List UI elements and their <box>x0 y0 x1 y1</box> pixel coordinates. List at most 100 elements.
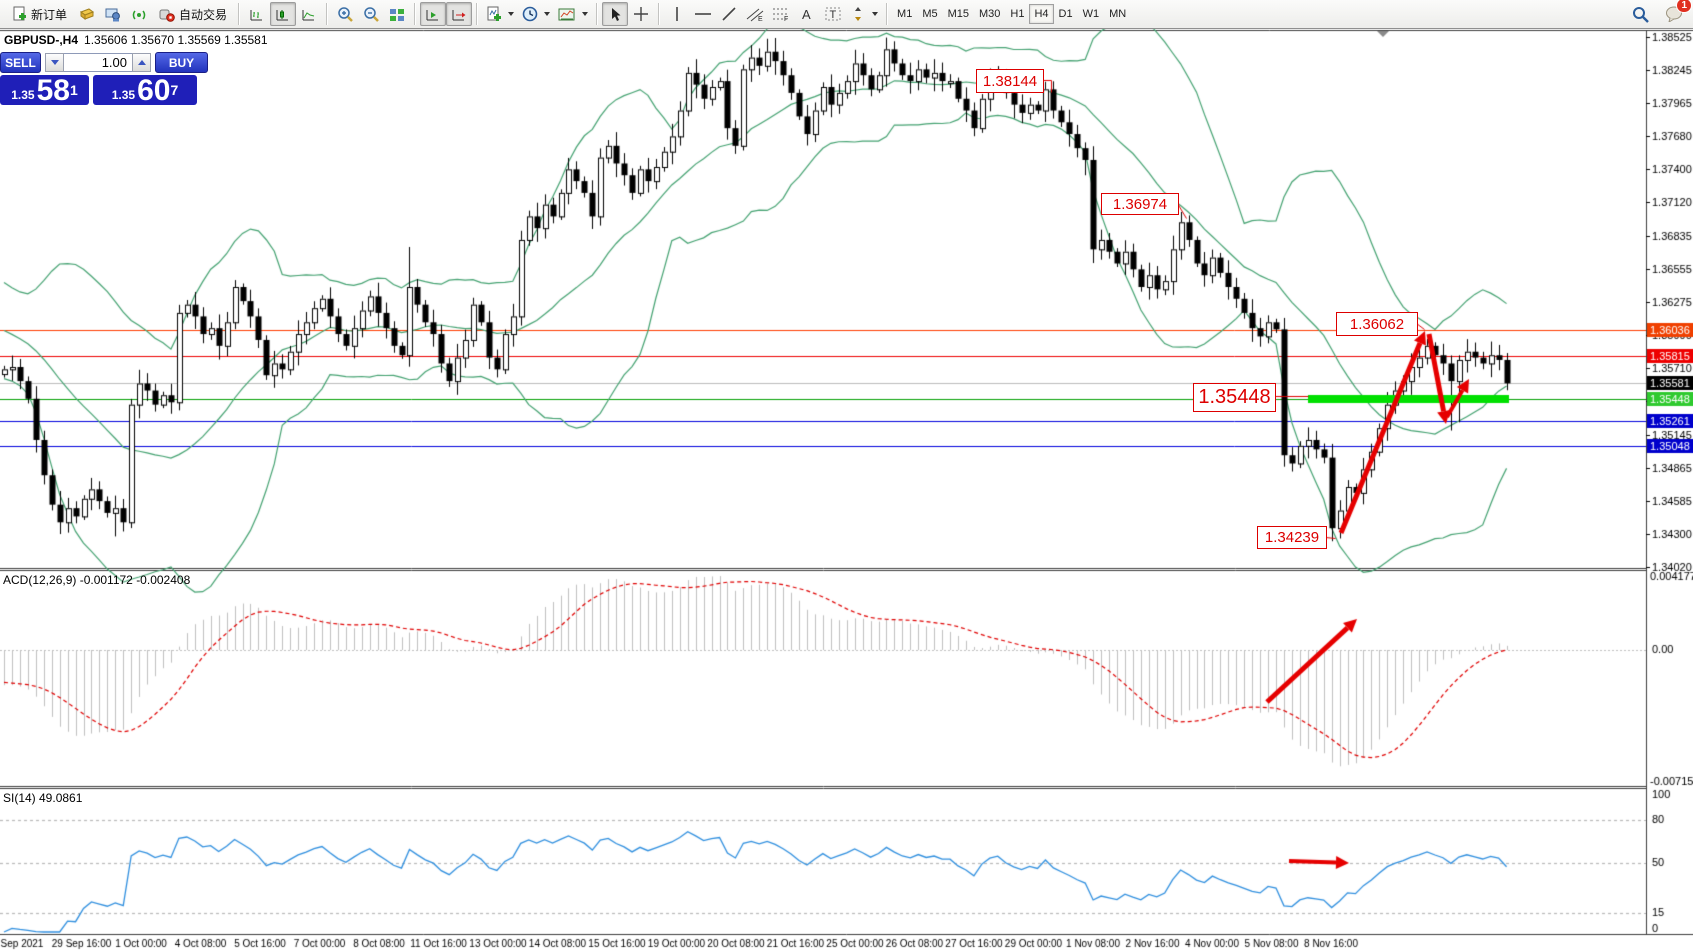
sell-price-prefix: 1.35 <box>11 88 35 102</box>
bar-chart-icon <box>250 9 263 20</box>
price-annotation[interactable]: 1.38144 <box>976 69 1044 93</box>
volume-decrease-button[interactable] <box>45 53 64 72</box>
sell-button[interactable]: SELL <box>0 52 41 73</box>
chart-shift-icon <box>452 9 466 20</box>
price-annotation[interactable]: 1.36062 <box>1336 312 1418 336</box>
tile-windows-icon <box>390 8 405 21</box>
periods-caret-icon <box>544 12 551 16</box>
timeframe-m30[interactable]: M30 <box>979 8 1001 20</box>
text-label-icon: T <box>825 7 841 21</box>
text-a-icon: A <box>802 7 811 22</box>
toolbar-separator <box>414 3 417 25</box>
trendline-tool-button[interactable] <box>716 2 742 26</box>
data-window-icon <box>79 8 95 20</box>
horizontal-line-tool-button[interactable] <box>690 2 716 26</box>
line-chart-button[interactable] <box>296 2 322 26</box>
tile-windows-button[interactable] <box>384 2 410 26</box>
spinner-down-icon <box>50 60 59 65</box>
auto-trading-button[interactable]: 自动交易 <box>152 2 234 26</box>
arrow-shapes-icon <box>855 7 862 21</box>
price-annotation[interactable]: 1.34239 <box>1257 526 1327 549</box>
new-order-icon <box>13 6 26 21</box>
toolbar-separator <box>886 3 889 25</box>
toolbar-separator <box>658 3 661 25</box>
chart-shift-button[interactable] <box>446 2 473 26</box>
zoom-out-button[interactable] <box>358 2 384 26</box>
volume-input[interactable] <box>64 53 132 72</box>
indicators-icon <box>487 6 502 21</box>
crosshair-icon <box>634 7 649 21</box>
crosshair-tool-button[interactable] <box>628 2 654 26</box>
auto-trading-label: 自动交易 <box>179 7 228 22</box>
channel-tool-button[interactable]: E <box>742 2 768 26</box>
label-tool-button[interactable]: T <box>820 2 846 26</box>
spinner-up-icon <box>137 60 146 65</box>
fibonacci-icon: F <box>773 8 788 22</box>
buy-price-big: 60 <box>137 74 171 107</box>
zoom-in-button[interactable] <box>332 2 358 26</box>
candlestick-chart-icon <box>276 9 289 20</box>
timeframe-h4[interactable]: H4 <box>1029 4 1054 24</box>
arrows-caret-icon <box>872 12 879 16</box>
line-chart-icon <box>302 9 315 20</box>
market-watch-button[interactable] <box>100 2 126 26</box>
svg-text:A: A <box>802 7 811 22</box>
timeframe-m1[interactable]: M1 <box>897 8 913 20</box>
buy-price-pip: 7 <box>170 82 179 98</box>
toolbar-separator <box>238 3 241 25</box>
search-icon <box>1632 6 1649 23</box>
market-watch-icon <box>105 8 120 21</box>
search-button[interactable] <box>1627 2 1653 26</box>
new-order-button[interactable]: 新订单 <box>4 2 74 26</box>
signals-icon <box>132 10 146 19</box>
auto-scroll-button[interactable] <box>420 2 447 26</box>
fibonacci-tool-button[interactable]: F <box>768 2 794 26</box>
sell-price-box[interactable]: 1.35 58 1 <box>0 74 89 107</box>
symbol-period-label: GBPUSD-,H4 <box>4 33 79 47</box>
zoom-in-icon <box>338 7 353 22</box>
price-annotation[interactable]: 1.35448 <box>1193 383 1276 412</box>
periods-clock-icon <box>522 6 538 22</box>
text-tool-button[interactable]: A <box>794 2 820 26</box>
signals-button[interactable] <box>126 2 152 26</box>
arrows-tool-button[interactable] <box>846 2 882 26</box>
equidistant-channel-icon: E <box>746 8 764 22</box>
candlestick-chart-button[interactable] <box>270 2 297 26</box>
cursor-icon <box>612 7 621 21</box>
rsi-indicator-label[interactable]: SI(14) 49.0861 <box>3 791 83 805</box>
timeframe-h1[interactable]: H1 <box>1010 8 1025 20</box>
timeframe-m15[interactable]: M15 <box>947 8 969 20</box>
chart-info-line: GBPUSD-,H4 1.35606 1.35670 1.35569 1.3558… <box>4 33 268 47</box>
volume-increase-button[interactable] <box>132 53 151 72</box>
main-toolbar: 新订单 自动交易 <box>0 0 1693 29</box>
timeframe-mn[interactable]: MN <box>1109 8 1127 20</box>
periods-button[interactable] <box>518 2 554 26</box>
indicators-button[interactable] <box>482 2 518 26</box>
zoom-out-icon <box>364 7 379 22</box>
cursor-tool-button[interactable] <box>602 2 629 26</box>
sell-price-pip: 1 <box>69 82 78 98</box>
notifications-button[interactable]: 1 <box>1661 0 1692 26</box>
buy-price-box[interactable]: 1.35 60 7 <box>93 74 197 107</box>
toolbar-separator <box>596 3 599 25</box>
timeframe-w1[interactable]: W1 <box>1082 8 1100 20</box>
indicators-caret-icon <box>508 12 515 16</box>
buy-button[interactable]: BUY <box>155 52 208 73</box>
templates-button[interactable] <box>554 2 592 26</box>
svg-text:T: T <box>830 9 837 21</box>
macd-indicator-label[interactable]: ACD(12,26,9) -0.001172 -0.002408 <box>3 573 191 587</box>
price-annotation[interactable]: 1.36974 <box>1101 193 1179 215</box>
auto-scroll-icon <box>426 9 439 20</box>
timeframe-m5[interactable]: M5 <box>922 8 938 20</box>
vertical-line-tool-button[interactable] <box>664 2 690 26</box>
templates-icon <box>558 8 575 20</box>
data-window-button[interactable] <box>74 2 100 26</box>
notification-count-badge: 1 <box>1676 0 1692 13</box>
timeframe-d1[interactable]: D1 <box>1058 8 1073 20</box>
sell-price-big: 58 <box>36 74 70 107</box>
new-order-label: 新订单 <box>31 7 68 22</box>
bar-chart-button[interactable] <box>244 2 270 26</box>
